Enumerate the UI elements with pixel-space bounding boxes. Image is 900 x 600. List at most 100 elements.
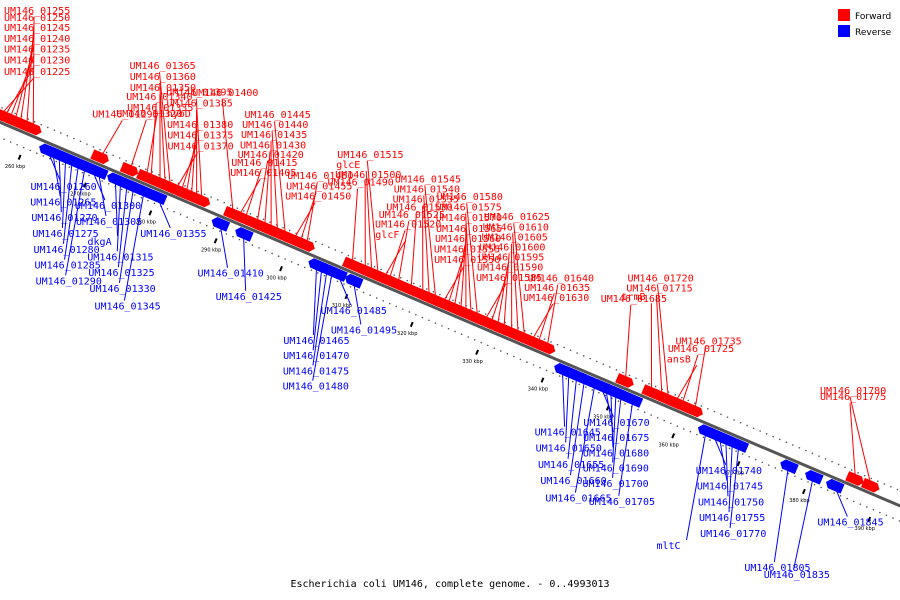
- label-leader: [537, 293, 555, 345]
- track-dot: [343, 283, 345, 285]
- gene-label: UM146_01490: [328, 178, 394, 189]
- track-dot: [589, 357, 592, 360]
- gene-label: UM146_01600: [479, 242, 545, 253]
- label-leader: [460, 234, 467, 312]
- gene-arrow-shape: [780, 459, 799, 475]
- track-dot: [336, 280, 339, 283]
- gene-label: UM146_01565: [436, 224, 502, 235]
- track-dot: [493, 347, 496, 349]
- track-dot: [722, 444, 724, 447]
- track-dot: [68, 166, 71, 168]
- track-dot: [720, 413, 722, 416]
- track-dot: [107, 183, 110, 185]
- gene-label: UM146_01245: [4, 23, 70, 34]
- gene-arrow-shape: [860, 477, 880, 493]
- track-dot: [216, 199, 219, 201]
- track-dot: [617, 400, 620, 402]
- label-leader: [681, 354, 699, 406]
- gene-label: UM146_01425: [216, 292, 282, 303]
- label-leader: [530, 303, 554, 342]
- track-dot: [506, 352, 509, 355]
- track-dot: [145, 168, 147, 170]
- gene-label: UM146_01750: [698, 497, 764, 508]
- gene-arrow: [805, 469, 824, 485]
- track-dot: [40, 123, 43, 126]
- track-dot: [419, 285, 422, 287]
- axis-tick-label: 320 kbp: [397, 331, 417, 337]
- track-dot: [805, 449, 807, 452]
- track-dot: [767, 464, 770, 466]
- track-dot: [595, 360, 598, 363]
- label-leader: [686, 430, 707, 541]
- label-leader: [100, 120, 123, 158]
- track-dot: [591, 389, 594, 391]
- label-leader: [624, 305, 632, 382]
- track-dot: [478, 310, 480, 313]
- track-dot: [839, 495, 842, 497]
- gene-arrow-shape: [119, 161, 139, 177]
- track-dot: [120, 188, 123, 191]
- label-leader: [117, 184, 128, 268]
- track-dot: [844, 466, 846, 469]
- gene-label: UM146_01285: [35, 261, 101, 272]
- track-dot: [778, 438, 781, 441]
- label-leader: [0, 77, 35, 116]
- track-dot: [334, 249, 337, 251]
- gene-label: UM146_01455: [286, 181, 352, 192]
- track-dot: [859, 503, 862, 505]
- track-dot: [66, 134, 69, 137]
- axis-tick: [475, 349, 480, 355]
- track-dot: [382, 300, 384, 302]
- track-dot: [323, 274, 326, 277]
- gene-label: UM146_01415: [231, 158, 297, 169]
- gene-label: UM146_01595: [478, 252, 544, 263]
- track-dot: [29, 149, 32, 152]
- track-dot: [576, 352, 578, 354]
- gene-labels: UM146_01225UM146_01230UM146_01235UM146_0…: [4, 6, 886, 581]
- gene-label: UM146_01480: [283, 382, 349, 393]
- label-leader: [274, 121, 287, 237]
- gene-label: UM146_01770: [700, 529, 766, 540]
- track-dot: [700, 405, 703, 407]
- legend-forward-label: Forward: [855, 12, 891, 22]
- track-dot: [826, 489, 829, 492]
- track-dot: [9, 141, 12, 143]
- label-leader: [26, 23, 35, 127]
- gene-label: UM146_01655: [538, 460, 604, 471]
- label-leader: [849, 396, 872, 487]
- track-dot: [539, 366, 541, 369]
- track-dot: [251, 244, 254, 246]
- label-leader: [513, 223, 526, 339]
- gene-arrow: [387, 276, 407, 291]
- gene-label: UM146_01305: [76, 217, 142, 228]
- track-dot: [728, 447, 731, 450]
- track-dot: [813, 483, 816, 486]
- axis-tick-label: 390 kbp: [855, 526, 875, 532]
- track-dot: [794, 475, 796, 478]
- map-caption: Escherichia coli UM146, complete genome.…: [290, 579, 609, 590]
- track-dot: [75, 169, 77, 171]
- gene-label: UM146_01500: [335, 170, 401, 181]
- label-leader: [466, 203, 479, 319]
- label-leader: [221, 98, 234, 215]
- track-dot: [92, 146, 95, 148]
- track-dot: [650, 414, 652, 416]
- label-leader: [366, 160, 379, 276]
- gene-label: UM146_01255: [4, 6, 70, 17]
- track-dot: [73, 137, 75, 140]
- label-leader: [718, 436, 728, 481]
- label-leader: [61, 157, 67, 229]
- gene-label: UM146_01445: [244, 110, 310, 121]
- track-dot: [530, 332, 533, 335]
- gene-label: UM146_01675: [583, 433, 649, 444]
- track-dot: [452, 299, 454, 301]
- gene-label: UM146_01590: [477, 263, 543, 274]
- label-leader: [4, 66, 35, 117]
- label-leader: [610, 390, 614, 448]
- track-dot: [432, 290, 435, 293]
- label-leader: [546, 284, 559, 348]
- track-dot: [282, 226, 284, 229]
- track-dot: [256, 215, 258, 218]
- gene-label: UM146_01650: [536, 443, 602, 454]
- gene-label: UM146_01635: [524, 283, 590, 294]
